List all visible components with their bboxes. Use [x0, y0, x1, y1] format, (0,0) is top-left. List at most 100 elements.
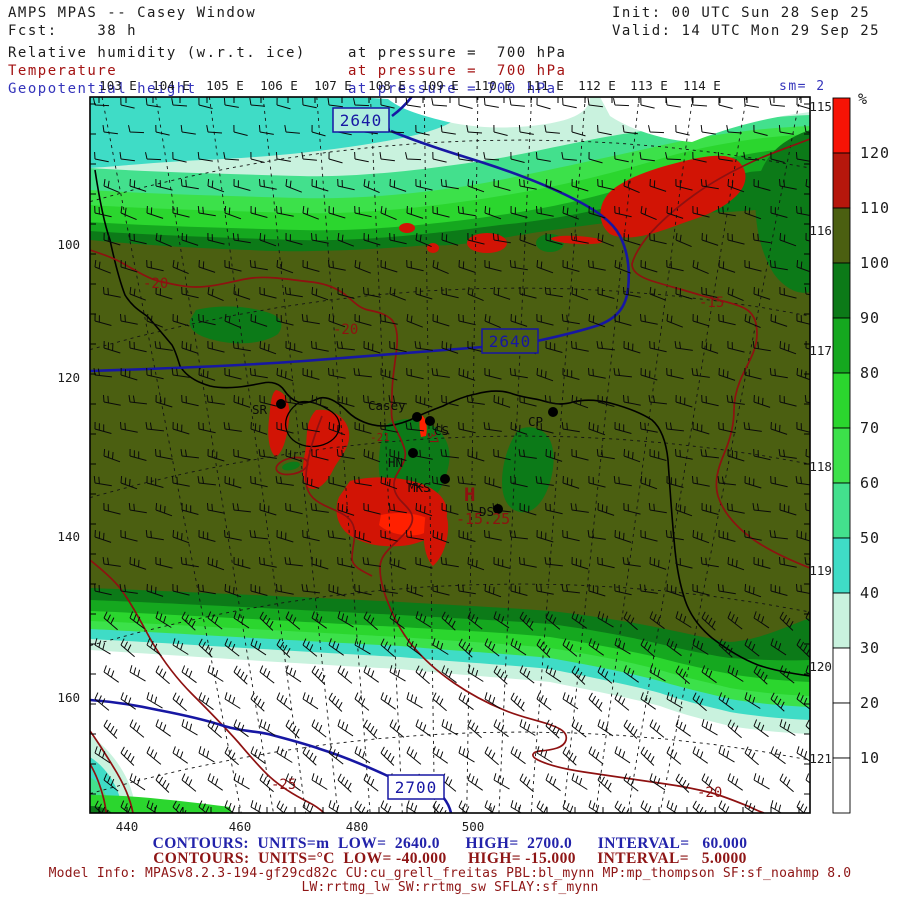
- station-dot: [412, 412, 422, 422]
- colorbar-tick-label: 60: [860, 474, 880, 492]
- map-label: -25: [271, 777, 296, 793]
- colorbar-tick-label: 100: [860, 254, 890, 272]
- colorbar-tick-label: 80: [860, 364, 880, 382]
- forecast-hour: Fcst: 38 h: [8, 23, 138, 39]
- map-label: -20: [143, 276, 168, 292]
- map-label: MKS: [408, 480, 431, 495]
- colorbar-segment: [832, 537, 851, 594]
- colorbar-units: %: [858, 90, 867, 108]
- colorbar-tick-label: 90: [860, 309, 880, 327]
- colorbar-segment: [832, 427, 851, 484]
- axis-label: 114 E: [683, 78, 721, 93]
- axis-label: 107 E: [314, 78, 352, 93]
- map-label: DS: [479, 504, 494, 519]
- colorbar-segment: [832, 97, 851, 154]
- colorbar-segment: [832, 262, 851, 319]
- colorbar-tick-label: 30: [860, 639, 880, 657]
- colorbar-tick-label: 50: [860, 529, 880, 547]
- map-label: Casey: [368, 398, 406, 413]
- axis-label: 103 E: [99, 78, 137, 93]
- coastlines: [94, 169, 810, 677]
- axis-label: 105 E: [206, 78, 244, 93]
- valid-time: Valid: 14 UTC Mon 29 Sep 25: [612, 23, 881, 39]
- height-contour-2700: [90, 698, 391, 779]
- temp-contour-minus25: [90, 559, 325, 813]
- axis-label: 109 E: [421, 78, 459, 93]
- colorbar-tick-label: 20: [860, 694, 880, 712]
- colorbar-tick-label: 110: [860, 199, 890, 217]
- map-label: -15.25: [456, 510, 510, 528]
- temp-contour-minus15: [631, 138, 810, 569]
- station-dot: [493, 504, 503, 514]
- height-label: 2640: [489, 332, 532, 351]
- map-label: HN: [388, 455, 403, 470]
- colorbar-segment: [832, 317, 851, 374]
- temperature-contours: [90, 138, 810, 813]
- height-label-box: [481, 328, 539, 354]
- colorbar-segment: [832, 372, 851, 429]
- map-label: -15: [699, 295, 724, 311]
- chart-title: AMPS MPAS -- Casey Window: [8, 5, 257, 21]
- axis-label: 104 E: [152, 78, 190, 93]
- init-time: Init: 00 UTC Sun 28 Sep 25: [612, 5, 871, 21]
- station-dot: [440, 474, 450, 484]
- height-contour-info: CONTOURS: UNITS=m LOW= 2640.0 HIGH= 2700…: [152, 835, 748, 852]
- height-label: 2640: [340, 111, 383, 130]
- station-dot: [425, 416, 435, 426]
- map-label: CP: [528, 414, 543, 429]
- map-label: -20: [697, 785, 722, 801]
- colorbar-segment: [832, 592, 851, 649]
- axis-label: 106 E: [260, 78, 298, 93]
- map-label-overlay: SR Casey CS HN MKS CP DS -20 -20 -20 -25 -15 -21 37 H -…: [143, 107, 724, 801]
- map-label: -20: [333, 322, 358, 338]
- field1-name: Relative humidity (w.r.t. ice): [8, 45, 306, 61]
- colorbar-segment: [832, 482, 851, 539]
- axis-label: 140: [57, 529, 80, 544]
- map-label: H: [464, 484, 475, 506]
- wind-barbs: [93, 97, 810, 813]
- rh-red-patch-ne: [600, 155, 746, 238]
- axis-label: 500: [462, 819, 485, 834]
- map-label: -21: [370, 431, 390, 444]
- axis-label: 440: [116, 819, 139, 834]
- field1-level: at pressure = 700 hPa: [348, 45, 567, 61]
- model-info-line2: LW:rrtmg_lw SW:rrtmg_sw SFLAY:sf_mynn: [301, 880, 599, 895]
- field3-level: at pressure = 700 hPa: [348, 81, 557, 97]
- axis-label: 480: [346, 819, 369, 834]
- axis-label: 111 E: [526, 78, 564, 93]
- colorbar-segment: [832, 207, 851, 264]
- axis-label: 120: [57, 370, 80, 385]
- axis-ticks: [90, 97, 810, 813]
- axis-label: 112 E: [578, 78, 616, 93]
- colorbar: 120 110 100 90 80 70 60 50 40 30 20 10%: [832, 90, 890, 814]
- temp-contour-info: CONTOURS: UNITS=°C LOW= -40.000 HIGH= -1…: [153, 850, 747, 867]
- colorbar-segment: [832, 647, 851, 704]
- axis-label: 108 E: [368, 78, 406, 93]
- map-label: 37: [424, 430, 441, 447]
- station-dot: [276, 399, 286, 409]
- model-info-line1: Model Info: MPASv8.2.3-194-gf29cd82c CU:…: [48, 866, 852, 881]
- colorbar-segment: [832, 757, 851, 814]
- temp-contour-minus20: [90, 249, 765, 813]
- colorbar-tick-label: 10: [860, 749, 880, 767]
- field3-name: Geopotential height: [8, 81, 197, 97]
- station-dot: [408, 448, 418, 458]
- axis-label: 110 E: [474, 78, 512, 93]
- colorbar-tick-label: 70: [860, 419, 880, 437]
- axis-label: 460: [229, 819, 252, 834]
- axis-label: 160: [57, 690, 80, 705]
- colorbar-segment: [832, 702, 851, 759]
- smoothing-label: sm= 2: [779, 79, 826, 94]
- map-label: CS: [434, 423, 449, 438]
- colorbar-tick-label: 40: [860, 584, 880, 602]
- height-label-box: [332, 107, 390, 133]
- station-dot: [548, 407, 558, 417]
- map-label: SR: [252, 402, 268, 417]
- height-label: 2700: [395, 778, 438, 797]
- colorbar-segment: [832, 152, 851, 209]
- axis-label: 100: [57, 237, 80, 252]
- rh-darkgreen-ne: [755, 130, 810, 293]
- height-label-box: [387, 774, 445, 800]
